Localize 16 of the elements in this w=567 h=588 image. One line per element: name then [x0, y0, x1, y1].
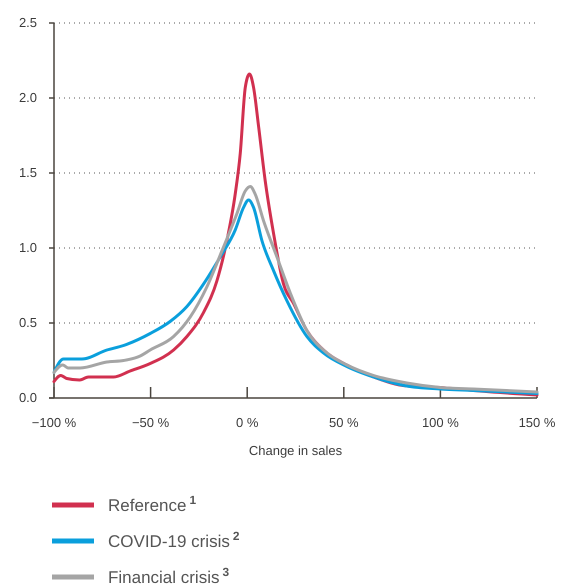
legend-label: Financial crisis$^{3}$ — [108, 565, 230, 587]
x-tick-label: 100 % — [422, 415, 460, 430]
y-tick-label: 2.5 — [18, 15, 38, 30]
x-tick-label: 0 % — [236, 415, 259, 430]
y-tick-label: 1.0 — [18, 240, 38, 255]
y-tick-label: 0.0 — [18, 390, 38, 405]
x-tick-label: 50 % — [328, 415, 360, 430]
x-tick-label: 150 % — [518, 415, 556, 430]
y-tick-label: 1.5 — [18, 165, 38, 180]
x-axis-title: Change in sales — [248, 443, 343, 458]
legend-label: Reference$^{1}$ — [108, 493, 196, 515]
legend-label: COVID-19 crisis$^{2}$ — [108, 529, 240, 551]
y-tick-label: 2.0 — [18, 90, 38, 105]
x-tick-label: −50 % — [132, 415, 170, 430]
x-tick-label: −100 % — [32, 415, 77, 430]
y-tick-label: 0.5 — [18, 315, 38, 330]
